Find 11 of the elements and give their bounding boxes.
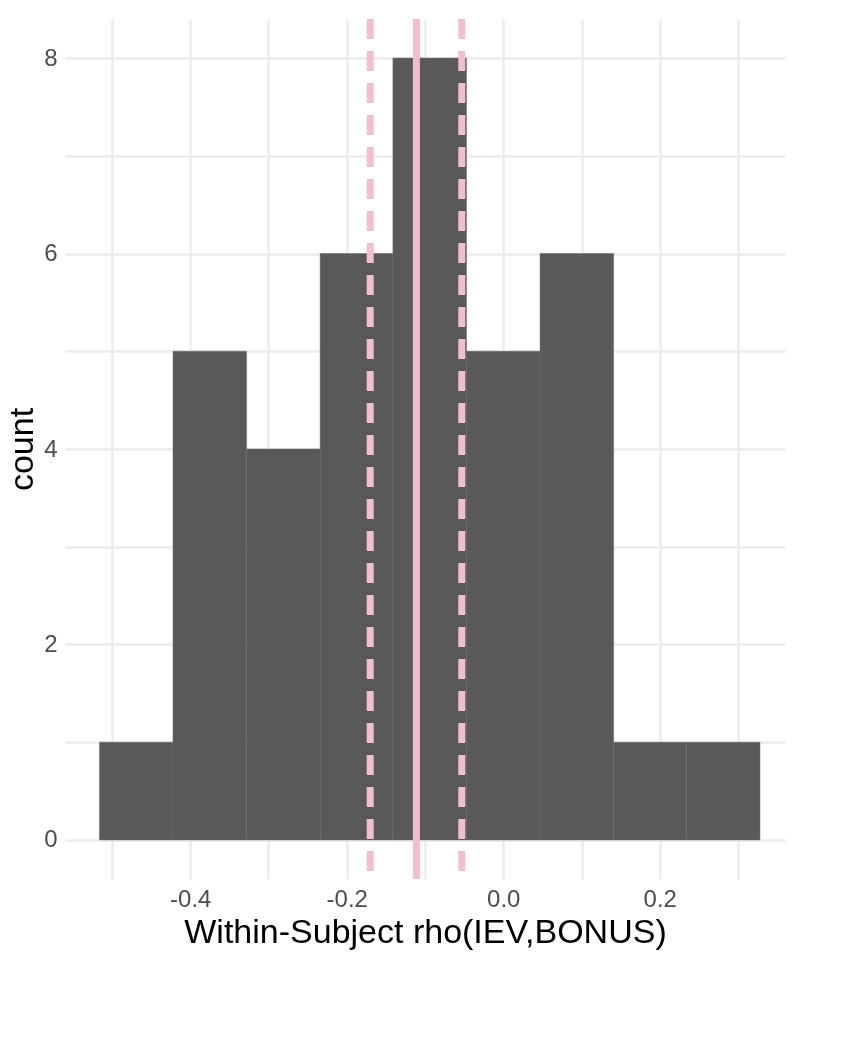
y-axis-title: count — [2, 407, 41, 492]
y-tick-label: 0 — [44, 825, 58, 853]
x-tick-label: -0.2 — [326, 884, 368, 912]
x-tick-label: 0.0 — [487, 884, 521, 912]
y-tick-label: 8 — [44, 43, 58, 71]
y-tick-label: 6 — [44, 239, 58, 267]
y-tick-label: 2 — [44, 629, 58, 657]
y-tick-label: 4 — [44, 434, 58, 462]
x-axis-title: Within-Subject rho(IEV,BONUS) — [184, 911, 667, 950]
x-tick-label: -0.4 — [170, 884, 212, 912]
x-tick-label: 0.2 — [643, 884, 677, 912]
